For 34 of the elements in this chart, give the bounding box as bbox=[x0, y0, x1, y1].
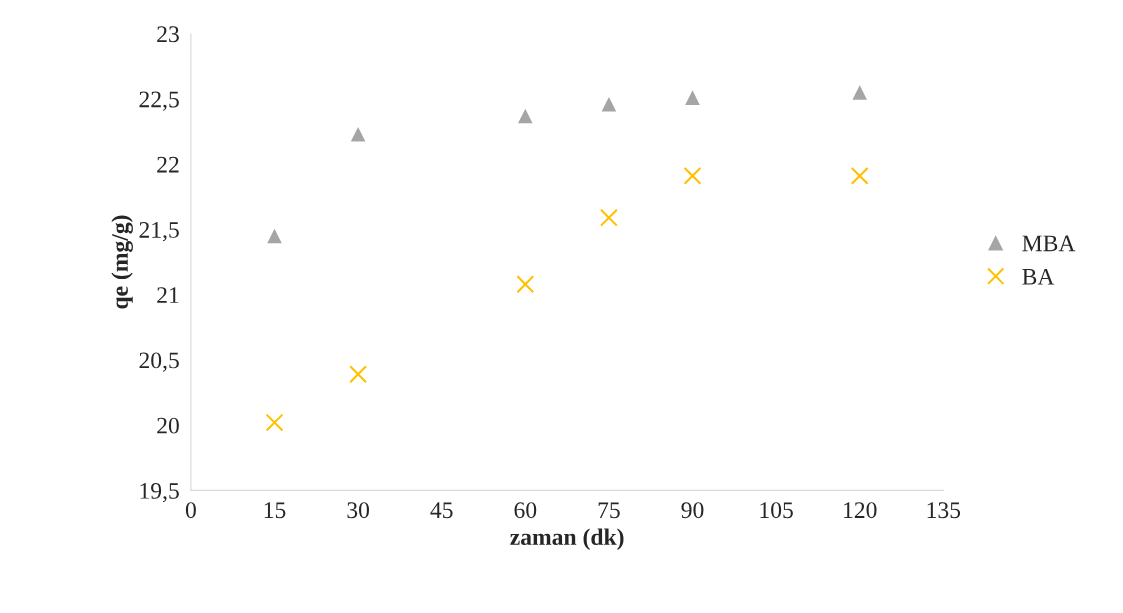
y-tick-label: 20,5 bbox=[139, 352, 179, 372]
point bbox=[265, 413, 284, 432]
point bbox=[518, 108, 533, 124]
y-tick-label: 20 bbox=[157, 417, 179, 434]
point bbox=[852, 85, 867, 100]
x-tick-label: 0 bbox=[185, 502, 196, 519]
y-tick-label: 22,5 bbox=[139, 91, 179, 111]
legend-label: BA bbox=[1022, 268, 1055, 285]
point bbox=[599, 208, 618, 227]
x-tick-label: 105 bbox=[760, 502, 793, 519]
x-tick-label: 30 bbox=[347, 502, 370, 519]
y-tick-label: 21,5 bbox=[139, 221, 179, 242]
x-tick-label: 45 bbox=[430, 502, 453, 519]
point bbox=[850, 166, 869, 185]
x-tick-label: 135 bbox=[927, 502, 961, 519]
y-axis-title: qe (mg/g) bbox=[111, 215, 133, 309]
x-tick-label: 60 bbox=[514, 502, 537, 519]
y-tick-label: 22 bbox=[157, 156, 179, 173]
point bbox=[350, 126, 366, 142]
point bbox=[683, 166, 702, 185]
x-tick-label: 75 bbox=[598, 502, 620, 519]
x-tick-label: 90 bbox=[681, 502, 704, 519]
point bbox=[349, 365, 368, 384]
point bbox=[516, 275, 535, 294]
point bbox=[601, 96, 617, 112]
legend-label: MBA bbox=[1022, 235, 1076, 252]
point bbox=[267, 228, 282, 244]
y-tick-label: 23 bbox=[157, 26, 179, 43]
y-tick-label: 21 bbox=[157, 287, 179, 303]
x-axis-title: zaman (dk) bbox=[510, 528, 624, 550]
x-tick-label: 120 bbox=[844, 502, 877, 519]
x-tick-label: 15 bbox=[264, 502, 286, 519]
y-tick-label: 19,5 bbox=[140, 482, 179, 503]
point bbox=[685, 90, 700, 105]
